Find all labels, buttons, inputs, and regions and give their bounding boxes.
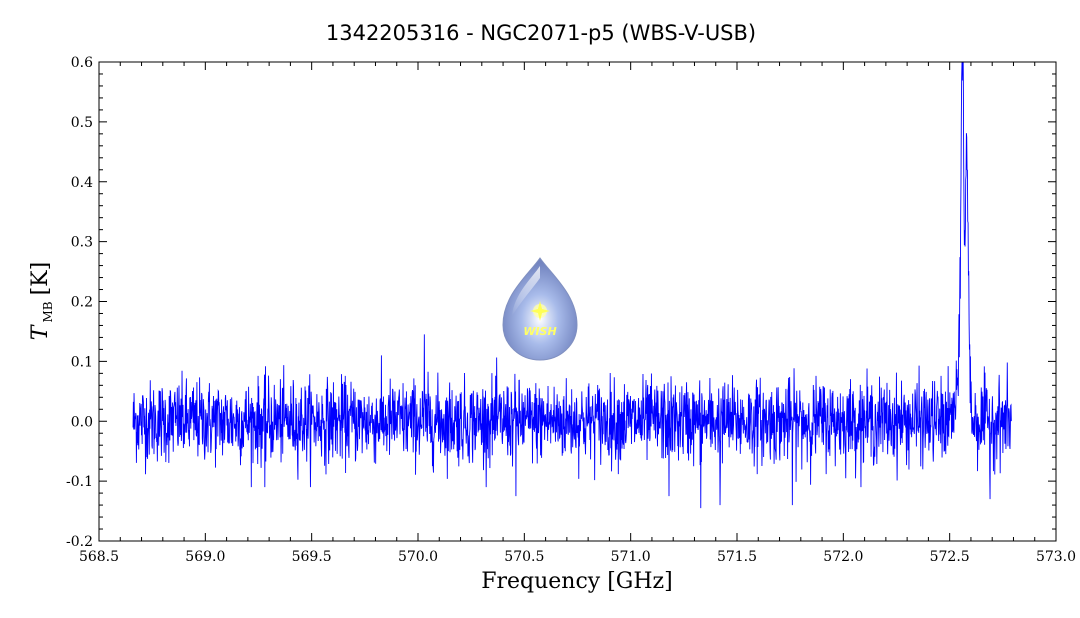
- y-tick-label: -0.1: [66, 474, 93, 490]
- y-tick-label: 0.2: [71, 295, 93, 311]
- y-tick-label: 0.3: [71, 235, 93, 251]
- x-tick-label: 571.0: [611, 549, 651, 565]
- y-tick-label: 0.6: [71, 55, 93, 71]
- chart-title: 1342205316 - NGC2071-p5 (WBS-V-USB): [326, 21, 756, 45]
- y-tick-labels: -0.2 -0.1 0.0 0.1 0.2 0.3 0.4 0.5 0.6: [66, 55, 93, 550]
- y-tick-label: 0.5: [71, 115, 93, 131]
- y-axis-label: TMB [K]: [28, 262, 55, 340]
- y-tick-label: 0.4: [71, 175, 93, 191]
- y-axis-label-unit: [K]: [28, 262, 53, 296]
- axis-ticks: [98, 61, 1057, 542]
- y-axis-label-sub: MB: [41, 301, 55, 322]
- y-tick-label: 0.0: [71, 414, 93, 430]
- x-tick-label: 569.0: [185, 549, 225, 565]
- x-tick-label: 571.5: [717, 549, 757, 565]
- y-axis-label-main: T: [28, 323, 53, 340]
- wish-logo: WISH: [502, 257, 578, 361]
- y-tick-label: 0.1: [71, 354, 93, 370]
- x-tick-label: 572.0: [823, 549, 863, 565]
- x-tick-label: 570.5: [504, 549, 544, 565]
- logo-text: WISH: [523, 325, 556, 338]
- spectrum-series-line: [132, 62, 1012, 509]
- x-tick-label: 572.5: [930, 549, 970, 565]
- y-tick-label: -0.2: [66, 534, 93, 550]
- x-tick-label: 568.5: [79, 549, 119, 565]
- x-axis-label: Frequency [GHz]: [481, 569, 673, 594]
- plot-frame: [98, 61, 1057, 542]
- svg-text:TMB[K]: TMB [K]: [28, 262, 55, 340]
- x-tick-labels: 568.5 569.0 569.5 570.0 570.5 571.0 571.5 572.0…: [79, 549, 1076, 565]
- drop-highlight-icon: [512, 266, 540, 316]
- x-tick-label: 573.0: [1036, 549, 1076, 565]
- x-tick-label: 570.0: [398, 549, 438, 565]
- star-icon: [530, 301, 550, 321]
- x-tick-label: 569.5: [292, 549, 332, 565]
